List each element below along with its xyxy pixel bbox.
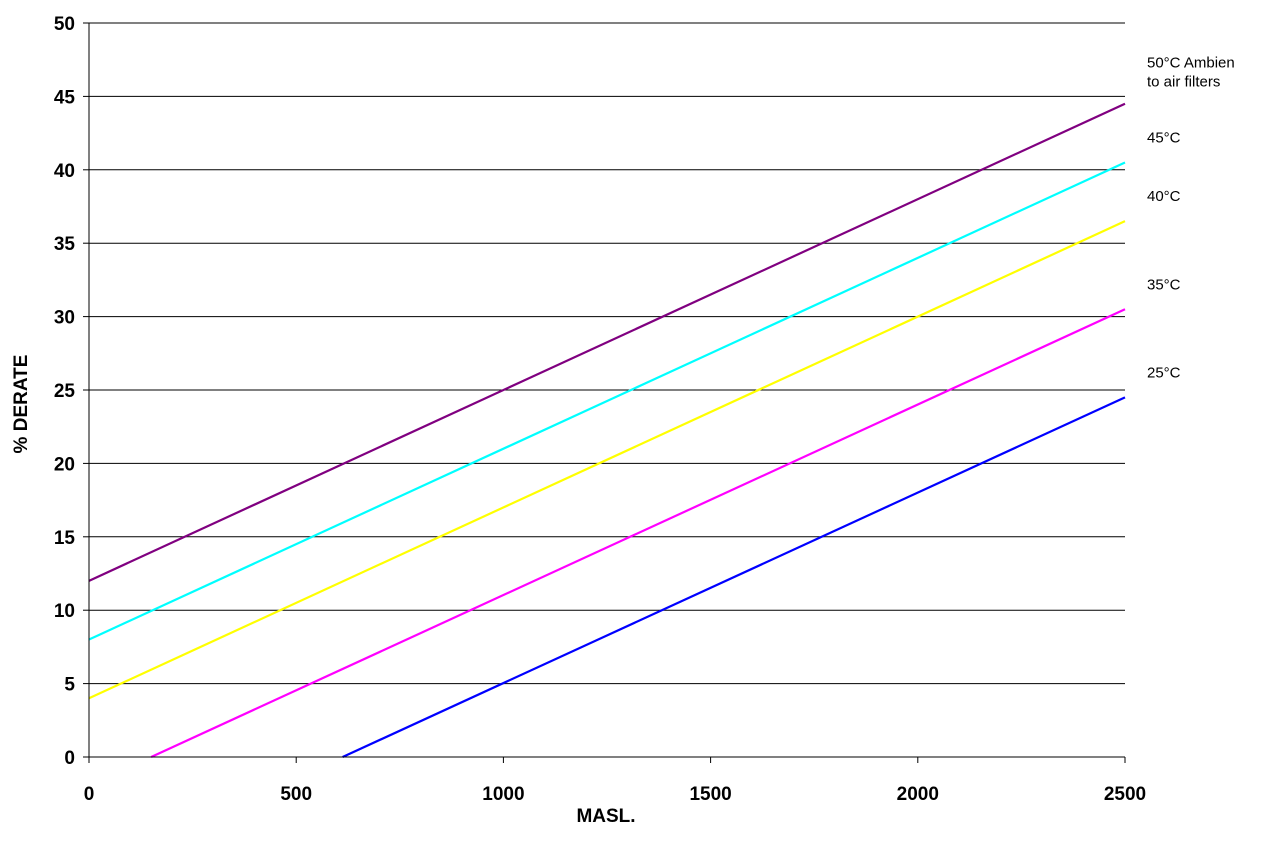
y-tick-label-45: 45 bbox=[54, 87, 76, 108]
y-tick-label-40: 40 bbox=[54, 161, 75, 182]
y-tick-label-15: 15 bbox=[54, 528, 76, 549]
series-line-0 bbox=[88, 102, 1126, 582]
x-tick-label-1500: 1500 bbox=[689, 784, 731, 805]
series-label-2-0: 40°C bbox=[1147, 188, 1181, 205]
series-line-3 bbox=[150, 308, 1126, 758]
x-tick-label-0: 0 bbox=[84, 784, 95, 805]
x-tick-label-500: 500 bbox=[280, 784, 312, 805]
y-tick-label-30: 30 bbox=[54, 308, 75, 329]
x-tick-label-2500: 2500 bbox=[1104, 784, 1146, 805]
series-line-1 bbox=[88, 161, 1126, 641]
y-tick-label-0: 0 bbox=[64, 748, 75, 769]
y-tick-label-35: 35 bbox=[54, 234, 76, 255]
series-lines bbox=[88, 102, 1126, 758]
x-tick-label-1000: 1000 bbox=[482, 784, 524, 805]
series-label-1-0: 45°C bbox=[1147, 129, 1181, 146]
series-label-4-0: 25°C bbox=[1147, 364, 1181, 381]
y-tick-label-20: 20 bbox=[54, 454, 75, 475]
series-line-4 bbox=[342, 396, 1126, 758]
y-tick-label-5: 5 bbox=[64, 675, 75, 696]
x-axis-title: MASL. bbox=[576, 806, 635, 827]
grid-lines bbox=[89, 22, 1125, 685]
series-label-0-1: to air filters bbox=[1147, 74, 1220, 91]
y-tick-label-25: 25 bbox=[54, 381, 76, 402]
series-label-3-0: 35°C bbox=[1147, 276, 1181, 293]
y-axis-title: % DERATE bbox=[11, 355, 32, 454]
x-axis-ticks: 0 500 1000 1500 2000 2500 bbox=[84, 757, 1146, 805]
y-tick-label-10: 10 bbox=[54, 601, 75, 622]
y-tick-label-50: 50 bbox=[54, 14, 75, 35]
x-tick-label-2000: 2000 bbox=[897, 784, 939, 805]
series-labels: 50°C Ambien to air filters 45°C 40°C 35°C 25°… bbox=[1147, 55, 1235, 382]
y-axis-ticks: 0 5 10 15 20 25 30 35 40 45 50 bbox=[54, 14, 89, 769]
series-label-0-0: 50°C Ambien bbox=[1147, 55, 1235, 72]
series-line-2 bbox=[88, 220, 1126, 700]
